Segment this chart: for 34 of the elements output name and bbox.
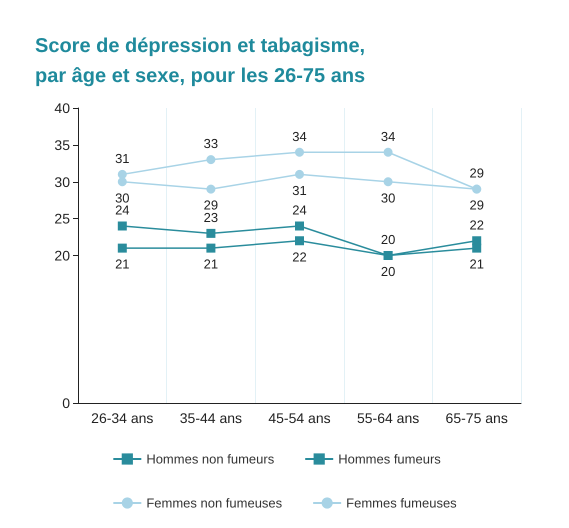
x-tick-label: 35-44 ans [180, 410, 242, 426]
data-label: 33 [204, 136, 218, 152]
data-label: 31 [115, 150, 130, 166]
data-label: 24 [115, 202, 130, 218]
y-tick-label: 0 [62, 395, 70, 411]
legend-label: Femmes non fumeuses [146, 496, 283, 510]
data-label: 22 [292, 249, 307, 264]
data-label: 21 [469, 256, 484, 272]
data-label: 30 [380, 190, 396, 206]
data-label: 21 [115, 256, 130, 272]
data-label: 22 [469, 217, 484, 232]
data-label: 20 [380, 232, 396, 247]
x-tick-label: 26-34 ans [91, 410, 154, 426]
legend-label: Hommes fumeurs [338, 452, 442, 466]
y-tick-label: 40 [54, 100, 70, 116]
y-tick-label: 25 [54, 210, 70, 227]
data-label: 21 [204, 256, 218, 272]
y-tick-label: 30 [54, 174, 70, 190]
data-label: 31 [292, 182, 307, 198]
legend-label: Femmes fumeuses [346, 496, 458, 510]
data-label: 30 [115, 190, 130, 206]
legend-label: Hommes non fumeurs [146, 452, 275, 466]
x-tick-label: 55-64 ans [356, 410, 420, 426]
data-label: 34 [292, 128, 307, 144]
chart-title: Score de dépression et tabagisme, par âge et sexe, pour les 26-75 ans [35, 35, 366, 87]
y-tick-label: 20 [54, 248, 70, 264]
data-label: 34 [380, 128, 396, 144]
data-label: 20 [380, 264, 396, 279]
data-label: 29 [469, 198, 484, 213]
data-label: 24 [292, 202, 307, 218]
x-tick-label: 45-54 ans [268, 410, 331, 426]
x-tick-label: 65-75 ans [446, 410, 508, 426]
data-label: 29 [469, 166, 484, 181]
y-tick-label: 35 [54, 136, 70, 153]
